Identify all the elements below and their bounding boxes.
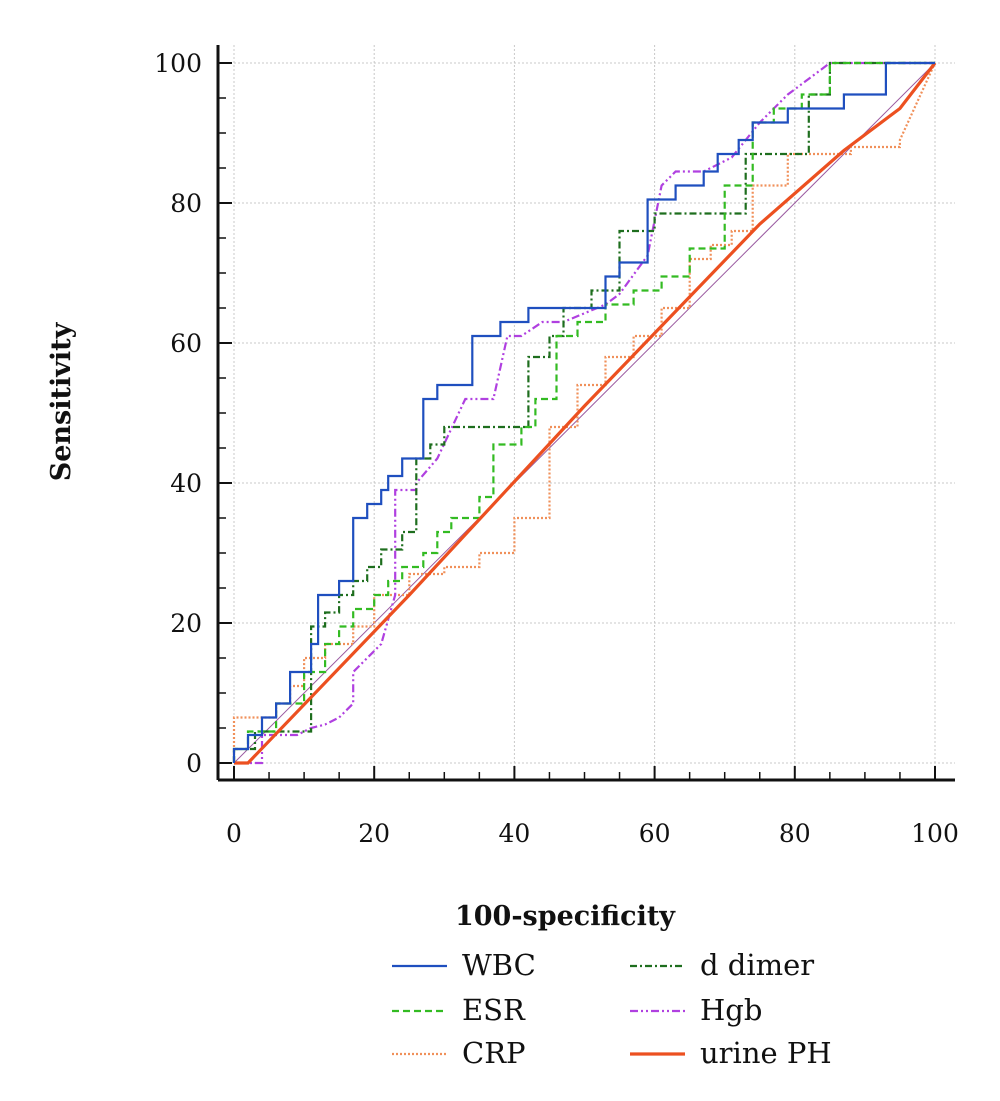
legend-label-wbc: WBC bbox=[462, 948, 536, 982]
ticks: 0 20 40 60 80 100 0 20 40 60 80 100 bbox=[154, 49, 959, 848]
x-tick-label: 100 bbox=[911, 819, 959, 848]
y-tick-label: 0 bbox=[186, 749, 202, 778]
y-tick-label: 60 bbox=[170, 329, 202, 358]
grid bbox=[218, 45, 955, 780]
legend-label-urine-ph: urine PH bbox=[700, 1036, 832, 1070]
series-line-urine-ph bbox=[234, 62, 937, 765]
x-tick-label: 60 bbox=[639, 819, 671, 848]
x-tick-label: 20 bbox=[358, 819, 390, 848]
legend-label-hgb: Hgb bbox=[700, 993, 762, 1027]
series-lines bbox=[232, 61, 937, 765]
axes bbox=[216, 45, 955, 782]
x-tick-label: 0 bbox=[226, 819, 242, 848]
y-tick-label: 80 bbox=[170, 189, 202, 218]
legend-label-crp: CRP bbox=[462, 1036, 526, 1070]
y-axis-title: Sensitivity bbox=[46, 321, 77, 481]
y-tick-label: 20 bbox=[170, 609, 202, 638]
legend: WBC ESR CRP d dimer Hgb urine PH bbox=[392, 948, 832, 1070]
series-line-wbc bbox=[232, 61, 935, 763]
x-axis-title: 100-specificity bbox=[455, 901, 676, 932]
x-tick-label: 40 bbox=[498, 819, 530, 848]
y-tick-label: 100 bbox=[154, 49, 202, 78]
series-line-esr bbox=[232, 61, 935, 763]
x-tick-label: 80 bbox=[779, 819, 811, 848]
series-line-hgb bbox=[234, 61, 935, 765]
y-tick-label: 40 bbox=[170, 469, 202, 498]
legend-label-d-dimer: d dimer bbox=[700, 948, 814, 982]
reference-diagonal bbox=[233, 62, 936, 764]
series-line-d-dimer bbox=[232, 61, 935, 763]
legend-label-esr: ESR bbox=[462, 993, 526, 1027]
